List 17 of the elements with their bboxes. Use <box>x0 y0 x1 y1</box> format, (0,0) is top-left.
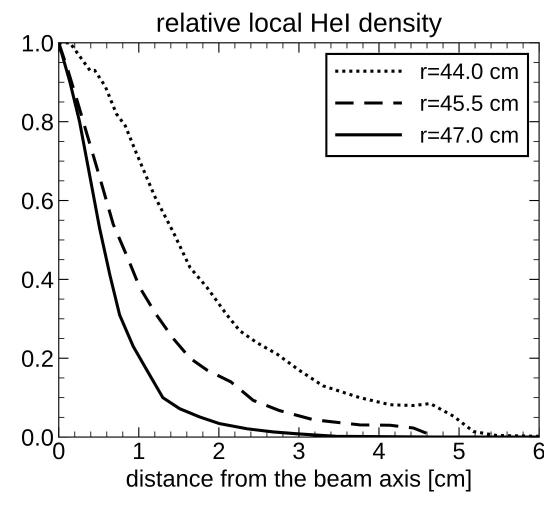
x-tick-label: 4 <box>372 442 385 460</box>
y-tick-label: 0.6 <box>22 192 53 210</box>
y-tick-label: 0.8 <box>22 114 53 130</box>
y-tick-label: 0.0 <box>22 429 53 446</box>
chart-title: relative local HeI density <box>158 12 442 38</box>
legend-label: r=44.0 cm <box>421 63 518 80</box>
x-axis-title: distance from the beam axis [cm] <box>126 469 470 492</box>
x-tick-label: 5 <box>453 442 465 460</box>
x-tick-label: 2 <box>213 442 224 460</box>
y-tick-label: 0.2 <box>22 350 53 368</box>
y-tick-label: 0.4 <box>22 271 54 288</box>
legend-label: r=45.5 cm <box>421 95 518 111</box>
y-tick-label: 1.0 <box>22 34 53 52</box>
x-tick-label: 0 <box>53 442 64 460</box>
x-tick-label: 1 <box>134 442 144 460</box>
x-tick-label: 3 <box>293 442 304 460</box>
legend-label: r=47.0 cm <box>421 127 518 143</box>
